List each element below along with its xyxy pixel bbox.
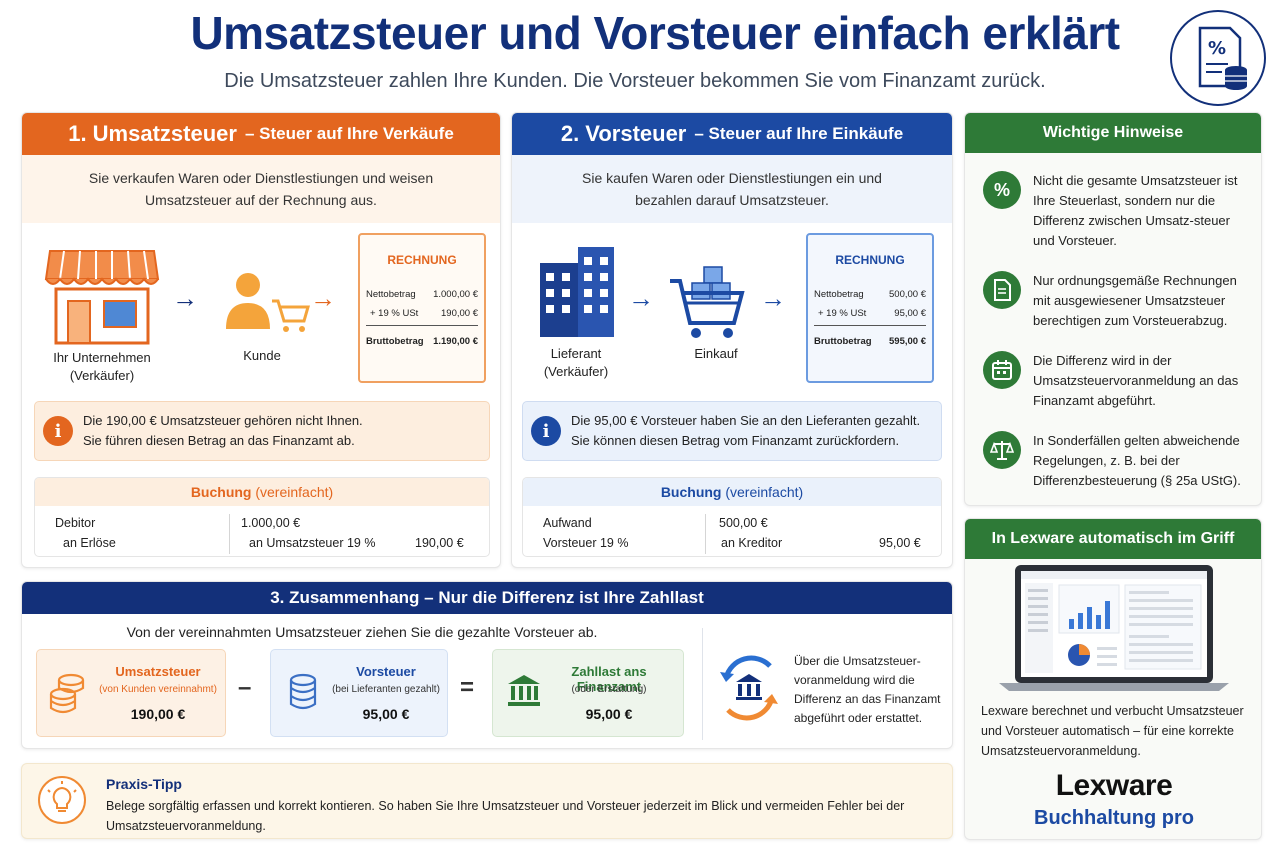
hint-item: % Nicht die gesamte Umsatzsteuer ist Ihr… [965, 171, 1261, 251]
customer-label: Kunde [243, 348, 281, 363]
refresh-bank-icon [716, 642, 782, 739]
tip-title: Praxis-Tipp [106, 776, 182, 792]
tip-text: Belege sorgfältig erfassen und korrekt k… [106, 799, 905, 833]
percent-document-icon: % [1170, 10, 1266, 106]
umsatzsteuer-info-box: i Die 190,00 € Umsatzsteuer gehören nich… [34, 401, 490, 461]
vorsteuer-info-box: i Die 95,00 € Vorsteuer haben Sie an den… [522, 401, 942, 461]
arrow-right-icon: → [172, 283, 198, 313]
svg-text:%: % [1208, 38, 1226, 59]
invoice-row: + 19 % USt 95,00 € [818, 308, 926, 319]
invoice-card: RECHNUNG Nettobetrag 1.000,00 € + 19 % US… [358, 233, 486, 383]
customer-cart-icon [222, 271, 312, 342]
booking-title: Buchung (vereinfacht) [35, 478, 489, 506]
ust-box: Umsatzsteuer (von Kunden vereinnahmt) 19… [36, 649, 226, 737]
equals-sign: = [460, 674, 475, 701]
scales-icon [983, 431, 1021, 469]
info-icon: i [531, 416, 561, 446]
supplier-label: Lieferant (Verkäufer) [543, 346, 609, 379]
umsatzsteuer-panel: 1. Umsatzsteuer – Steuer auf Ihre Verkäu… [21, 112, 501, 568]
vorsteuer-header: 2. Vorsteuer – Steuer auf Ihre Einkäufe [512, 113, 952, 155]
hint-item: Nur ordnungsgemäße Rechnungen mit ausgew… [965, 271, 1261, 351]
lexware-product: Buchhaltung pro [1034, 807, 1194, 829]
invoice-row: Bruttobetrag 1.190,00 € [366, 336, 478, 347]
invoice-row: + 19 % USt 190,00 € [370, 308, 478, 319]
invoice-row: Bruttobetrag 595,00 € [814, 336, 926, 347]
hint-item: Die Differenz wird in der Umsatzsteuervo… [965, 351, 1261, 431]
umsatzsteuer-intro: Sie verkaufen Waren oder Dienstlestiunge… [22, 155, 500, 223]
invoice-card: RECHNUNG Nettobetrag 500,00 € + 19 % USt 9… [806, 233, 934, 383]
info-icon: i [43, 416, 73, 446]
building-icon [534, 243, 620, 344]
purchase-label: Einkauf [694, 346, 738, 361]
calendar-icon [983, 351, 1021, 389]
praxis-tipp: Praxis-Tipp Belege sorgfältig erfassen u… [21, 763, 953, 839]
shopping-cart-icon [668, 263, 748, 348]
lightbulb-icon [38, 776, 86, 824]
vorsteuer-panel: 2. Vorsteuer – Steuer auf Ihre Einkäufe … [511, 112, 953, 568]
booking-title: Buchung (vereinfacht) [523, 478, 941, 506]
bank-icon [505, 672, 543, 713]
coins-icon [283, 672, 323, 721]
page-subtitle: Die Umsatzsteuer zahlen Ihre Kunden. Die… [224, 70, 1046, 92]
zusammenhang-note: Über die Umsatzsteuer-voranmeldung wird … [794, 654, 941, 725]
page-title: Umsatzsteuer und Vorsteuer einfach erklä… [190, 7, 1120, 59]
lexware-panel: In Lexware automatisch im Griff Lexware … [964, 518, 1262, 840]
umsatzsteuer-title: 1. Umsatzsteuer [68, 121, 237, 146]
hinweise-title: Wichtige Hinweise [965, 113, 1261, 153]
minus-sign: – [238, 674, 252, 701]
vorsteuer-booking: Buchung (vereinfacht) Aufwand Vorsteuer … [522, 477, 942, 557]
invoice-row: Nettobetrag 1.000,00 € [366, 289, 478, 300]
zusammenhang-title: 3. Zusammenhang – Nur die Differenz ist … [22, 582, 952, 614]
lexware-title: In Lexware automatisch im Griff [965, 519, 1261, 559]
seller-label: Ihr Unternehmen (Verkäufer) [53, 350, 151, 383]
lexware-text: Lexware berechnet und verbucht Umsatzste… [981, 704, 1244, 758]
hint-item: In Sonderfällen gelten abweichende Regel… [965, 431, 1261, 505]
lexware-logo: Lexware [1055, 769, 1173, 802]
zahllast-box: Zahllast ans Finanzamt (oder Erstattung)… [492, 649, 684, 737]
arrow-right-icon: → [760, 283, 786, 313]
document-icon [983, 271, 1021, 309]
percent-icon: % [983, 171, 1021, 209]
header: Umsatzsteuer und Vorsteuer einfach erklä… [0, 0, 1280, 110]
coins-icon [49, 672, 89, 721]
shop-icon [44, 247, 160, 352]
vorsteuer-title-suffix: – Steuer auf Ihre Einkäufe [694, 124, 904, 143]
arrow-right-icon: → [628, 283, 654, 313]
arrow-right-icon: → [310, 283, 336, 313]
hinweise-panel: Wichtige Hinweise % Nicht die gesamte Um… [964, 112, 1262, 506]
zusammenhang-intro: Von der vereinnahmten Umsatzsteuer ziehe… [126, 624, 598, 640]
vorsteuer-intro: Sie kaufen Waren oder Dienstlestiungen e… [512, 155, 952, 223]
vst-box: Vorsteuer (bei Lieferanten gezahlt) 95,0… [270, 649, 448, 737]
zusammenhang-panel: 3. Zusammenhang – Nur die Differenz ist … [21, 581, 953, 749]
laptop-icon [999, 561, 1229, 698]
umsatzsteuer-header: 1. Umsatzsteuer – Steuer auf Ihre Verkäu… [22, 113, 500, 155]
umsatzsteuer-title-suffix: – Steuer auf Ihre Verkäufe [244, 124, 454, 143]
invoice-row: Nettobetrag 500,00 € [814, 289, 926, 300]
vorsteuer-title: 2. Vorsteuer [560, 121, 687, 146]
umsatzsteuer-booking: Buchung (vereinfacht) Debitor an Erlöse … [34, 477, 490, 557]
